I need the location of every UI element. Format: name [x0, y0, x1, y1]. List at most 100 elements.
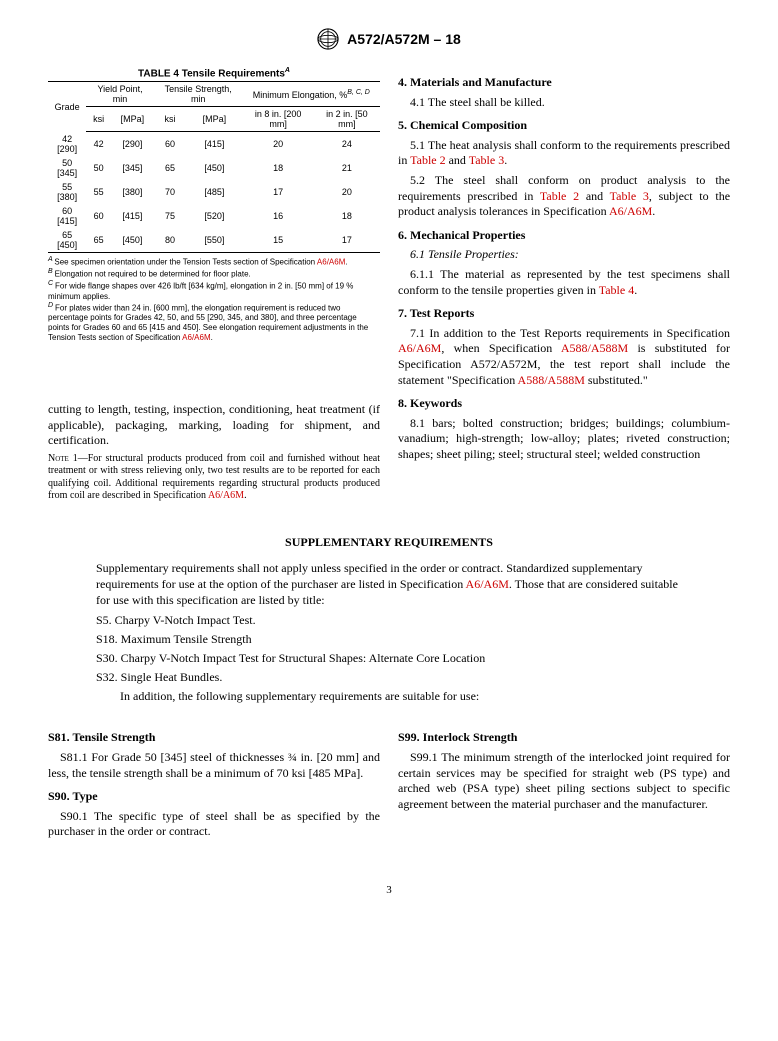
th-ksi1: ksi	[86, 107, 111, 132]
table4-title-super: A	[285, 67, 290, 74]
supp-intro-link[interactable]: A6/A6M	[466, 577, 509, 591]
footnote-c: C For wide flange shapes over 426 lb/ft …	[48, 280, 380, 301]
cell: [520]	[186, 204, 242, 228]
s90-p1: S90.1 The specific type of steel shall b…	[48, 809, 380, 840]
cell: 65	[86, 228, 111, 253]
astm-logo-icon	[317, 28, 339, 50]
cell: 65	[154, 156, 186, 180]
sec5-head: 5. Chemical Composition	[398, 118, 730, 134]
supp-outro: In addition, the following supplementary…	[120, 688, 682, 704]
th-ksi2: ksi	[154, 107, 186, 132]
cell: 75	[154, 204, 186, 228]
note1: Note 1—For structural products produced …	[48, 453, 380, 503]
table4: Grade Yield Point, min Tensile Strength,…	[48, 81, 380, 253]
cell: [415]	[111, 204, 154, 228]
s81-p1: S81.1 For Grade 50 [345] steel of thickn…	[48, 750, 380, 781]
cell: [450]	[111, 228, 154, 253]
cell: [550]	[186, 228, 242, 253]
cell: [415]	[186, 132, 242, 156]
note1-link[interactable]: A6/A6M	[208, 490, 244, 501]
table4-title-text: TABLE 4 Tensile Requirements	[138, 68, 285, 79]
sec7-head: 7. Test Reports	[398, 306, 730, 322]
note1-label: Note 1—	[48, 453, 88, 464]
cell: [485]	[186, 180, 242, 204]
cell: 17	[243, 180, 314, 204]
footnote-d: D For plates wider than 24 in. [600 mm],…	[48, 302, 380, 342]
sec5-p2-mid: and	[579, 189, 610, 203]
fnD-link[interactable]: A6/A6M	[182, 333, 210, 342]
cell: 24	[314, 132, 380, 156]
right-column: 4. Materials and Manufacture 4.1 The ste…	[398, 67, 730, 507]
sec8-head: 8. Keywords	[398, 396, 730, 412]
supp-columns: S81. Tensile Strength S81.1 For Grade 50…	[48, 722, 730, 844]
supp-item-s5: S5. Charpy V-Notch Impact Test.	[96, 612, 682, 628]
left-body: cutting to length, testing, inspection, …	[48, 402, 380, 503]
sec6-head: 6. Mechanical Properties	[398, 228, 730, 244]
cell: 55	[86, 180, 111, 204]
sec5-p2-l3[interactable]: A6/A6M	[609, 204, 652, 218]
th-elong-text: Minimum Elongation, %	[253, 90, 348, 100]
th-2in: in 2 in. [50 mm]	[314, 107, 380, 132]
supp-item-s32: S32. Single Heat Bundles.	[96, 669, 682, 685]
sec7-p1-b: , when Specification	[441, 341, 560, 355]
th-elong: Minimum Elongation, %B, C, D	[243, 82, 380, 107]
table-row: 60 [415] 60 [415] 75 [520] 16 18	[48, 204, 380, 228]
fnB-text: Elongation not required to be determined…	[55, 270, 251, 279]
supp-title: SUPPLEMENTARY REQUIREMENTS	[48, 535, 730, 550]
sec5-p2-l1[interactable]: Table 2	[540, 189, 579, 203]
fnC-text: For wide flange shapes over 426 lb/ft [6…	[48, 282, 353, 301]
note1-post: .	[244, 490, 247, 501]
cell: 15	[243, 228, 314, 253]
fnA-post: .	[345, 257, 347, 266]
table-row: 65 [450] 65 [450] 80 [550] 15 17	[48, 228, 380, 253]
sec7-p1-l1[interactable]: A6/A6M	[398, 341, 441, 355]
sec5-p1-l1[interactable]: Table 2	[410, 153, 445, 167]
cell: 55 [380]	[48, 180, 86, 204]
sec5-p2-l2[interactable]: Table 3	[610, 189, 649, 203]
sec5-p1-l2[interactable]: Table 3	[469, 153, 504, 167]
cell: [450]	[186, 156, 242, 180]
sec6-p1-pre: 6.1.1 The material as represented by the…	[398, 267, 730, 297]
fnA-pre: See specimen orientation under the Tensi…	[54, 257, 317, 266]
sec6-p1-post: .	[634, 283, 637, 297]
sec7-p1-a: 7.1 In addition to the Test Reports requ…	[410, 326, 730, 340]
sec8-p1: 8.1 bars; bolted construction; bridges; …	[398, 416, 730, 463]
cell: 60	[154, 132, 186, 156]
cell: 20	[314, 180, 380, 204]
sec7-p1-l2[interactable]: A588/A588M	[561, 341, 628, 355]
cell: 60 [415]	[48, 204, 86, 228]
th-mpa1: [MPa]	[111, 107, 154, 132]
table4-title: TABLE 4 Tensile RequirementsA	[48, 67, 380, 79]
sec5-p2: 5.2 The steel shall conform on product a…	[398, 173, 730, 220]
cell: [380]	[111, 180, 154, 204]
th-grade: Grade	[48, 82, 86, 132]
supp-item-s18: S18. Maximum Tensile Strength	[96, 631, 682, 647]
left-para: cutting to length, testing, inspection, …	[48, 402, 380, 449]
table-row: 55 [380] 55 [380] 70 [485] 17 20	[48, 180, 380, 204]
cell: 18	[243, 156, 314, 180]
sec5-p1: 5.1 The heat analysis shall conform to t…	[398, 138, 730, 169]
th-8in: in 8 in. [200 mm]	[243, 107, 314, 132]
cell: 50 [345]	[48, 156, 86, 180]
main-columns: TABLE 4 Tensile RequirementsA Grade Yiel…	[48, 67, 730, 507]
cell: 21	[314, 156, 380, 180]
th-elong-super: B, C, D	[347, 89, 370, 96]
cell: 17	[314, 228, 380, 253]
cell: [290]	[111, 132, 154, 156]
sec5-p1-mid: and	[446, 153, 469, 167]
sec6-p1-link[interactable]: Table 4	[599, 283, 634, 297]
s99-head: S99. Interlock Strength	[398, 730, 730, 746]
supp-item-s30: S30. Charpy V-Notch Impact Test for Stru…	[96, 650, 682, 666]
page: A572/A572M – 18 TABLE 4 Tensile Requirem…	[0, 0, 778, 916]
th-tensile: Tensile Strength, min	[154, 82, 243, 107]
supp-intro: Supplementary requirements shall not app…	[96, 560, 682, 609]
sec7-p1: 7.1 In addition to the Test Reports requ…	[398, 326, 730, 388]
cell: [345]	[111, 156, 154, 180]
cell: 50	[86, 156, 111, 180]
cell: 18	[314, 204, 380, 228]
sec6-p1: 6.1.1 The material as represented by the…	[398, 267, 730, 298]
sec7-p1-d: substituted."	[585, 373, 648, 387]
th-mpa2: [MPa]	[186, 107, 242, 132]
fnA-link[interactable]: A6/A6M	[317, 257, 345, 266]
sec7-p1-l3[interactable]: A588/A588M	[518, 373, 585, 387]
